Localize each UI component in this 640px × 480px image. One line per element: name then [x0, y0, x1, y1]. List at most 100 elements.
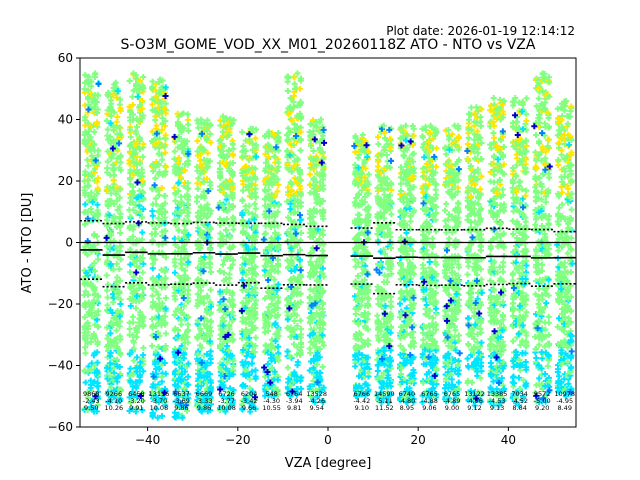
data-point: [161, 143, 168, 150]
data-point: [136, 365, 143, 372]
data-point: [152, 93, 159, 100]
data-point: [158, 151, 165, 158]
data-point: [114, 87, 121, 94]
data-point: [89, 199, 96, 206]
data-point: [116, 194, 123, 201]
scatter-bin-13: [396, 122, 417, 406]
data-point: [129, 189, 136, 196]
data-point: [174, 305, 181, 312]
data-point: [117, 154, 124, 161]
data-point: [184, 339, 191, 346]
data-point: [153, 405, 160, 412]
data-point: [137, 102, 144, 109]
data-point: [185, 381, 192, 388]
data-point: [108, 155, 115, 162]
data-point: [181, 351, 188, 358]
data-point: [82, 350, 89, 357]
data-point: [133, 130, 140, 137]
data-point: [275, 294, 282, 301]
data-point: [446, 235, 453, 242]
data-point: [298, 229, 305, 236]
data-point: [156, 76, 163, 83]
data-point: [135, 118, 142, 125]
data-point: [284, 316, 291, 323]
data-point: [161, 360, 168, 367]
data-point: [296, 85, 303, 92]
data-point: [113, 339, 120, 346]
data-point: [171, 148, 178, 155]
data-point: [106, 212, 113, 219]
data-point: [129, 233, 136, 240]
data-point: [149, 260, 156, 267]
data-point: [203, 351, 210, 358]
data-point: [87, 384, 94, 391]
data-point: [85, 106, 92, 113]
data-point: [92, 157, 99, 164]
scatter-bin-4: [171, 110, 192, 421]
data-point: [200, 300, 207, 307]
data-point: [136, 198, 143, 205]
data-point: [207, 379, 214, 386]
data-point: [104, 169, 111, 176]
data-point: [177, 400, 184, 407]
data-point: [91, 128, 98, 135]
data-point: [149, 78, 156, 85]
data-point: [181, 125, 188, 132]
data-point: [113, 94, 120, 101]
data-point: [206, 245, 213, 252]
data-point: [159, 300, 166, 307]
data-point: [252, 205, 259, 212]
data-point: [181, 385, 188, 392]
data-point: [136, 373, 143, 380]
data-point: [126, 143, 133, 150]
data-point: [194, 351, 201, 358]
data-point: [127, 269, 134, 276]
data-point: [104, 158, 111, 165]
data-point: [185, 231, 192, 238]
data-point: [113, 316, 120, 323]
data-point: [113, 244, 120, 251]
data-point: [433, 163, 440, 170]
data-point: [110, 92, 117, 99]
data-point: [157, 355, 164, 362]
data-point: [158, 203, 165, 210]
data-point: [195, 175, 202, 182]
data-point: [127, 261, 134, 268]
data-point: [152, 348, 159, 355]
data-point: [180, 295, 187, 302]
data-point: [94, 369, 101, 376]
data-point: [90, 96, 97, 103]
data-point: [442, 207, 448, 214]
data-point: [108, 112, 115, 119]
data-point: [133, 123, 140, 130]
data-point: [149, 101, 156, 108]
data-point: [107, 197, 114, 204]
data-point: [197, 180, 204, 187]
data-point: [184, 138, 191, 145]
data-point: [433, 310, 440, 317]
data-point: [185, 282, 192, 289]
data-point: [194, 317, 201, 324]
data-point: [184, 275, 191, 282]
data-point: [203, 127, 210, 134]
data-point: [185, 390, 192, 397]
data-point: [114, 345, 121, 352]
data-point: [177, 144, 184, 151]
data-point: [178, 265, 185, 272]
data-point: [114, 356, 121, 363]
data-point: [108, 100, 115, 107]
scatter-bin-11: [351, 131, 372, 400]
data-point: [307, 350, 314, 357]
data-point: [85, 162, 92, 169]
data-point: [139, 97, 146, 104]
data-point: [217, 268, 224, 275]
data-point: [137, 208, 144, 215]
data-point: [158, 361, 165, 368]
data-point: [88, 145, 95, 152]
data-point: [220, 236, 227, 243]
data-point: [162, 330, 169, 337]
data-point: [162, 92, 169, 99]
data-point: [179, 414, 186, 421]
data-point: [127, 246, 134, 253]
data-point: [388, 211, 395, 218]
